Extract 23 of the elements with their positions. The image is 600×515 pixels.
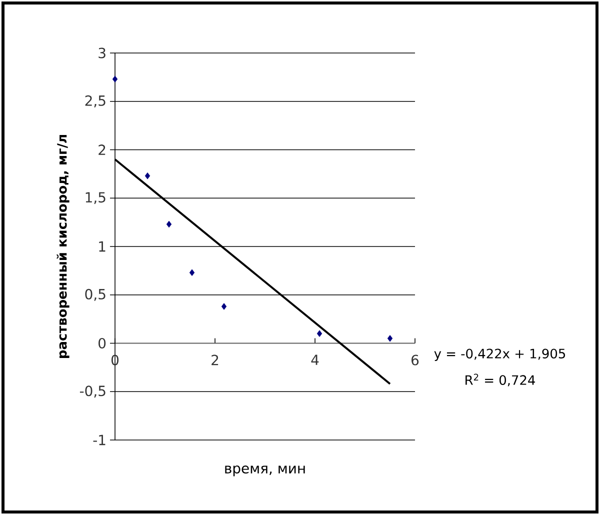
- point: [112, 76, 118, 82]
- point: [189, 269, 195, 276]
- x-axis-title: время, мин: [225, 466, 305, 476]
- point: [166, 220, 172, 228]
- y-tick-label: 1: [99, 241, 106, 252]
- point: [387, 335, 393, 342]
- y-tick-label: 0: [98, 338, 106, 349]
- y-tick-label: 2: [98, 144, 106, 155]
- y-tick-label: 0,5: [85, 288, 106, 301]
- y-tick-label: -0,5: [80, 386, 106, 398]
- y-tick-label: -1: [93, 434, 106, 446]
- x-tick-label: 2: [212, 354, 218, 366]
- point: [144, 172, 150, 180]
- y-axis-title: растворенный кислород, мг/л: [56, 135, 70, 358]
- y-tick-label: 1,5: [86, 192, 106, 204]
- text: R$^{2}$ = 0,724: [466, 374, 535, 386]
- text: y = -0,422x + 1,905: [434, 348, 566, 361]
- point: [316, 330, 322, 337]
- x-tick-label: 6: [412, 354, 419, 366]
- point: [221, 303, 227, 310]
- x-tick-label: 4: [311, 354, 319, 365]
- y-tick-label: 2,5: [85, 95, 106, 108]
- y-tick-label: 3: [98, 48, 106, 58]
